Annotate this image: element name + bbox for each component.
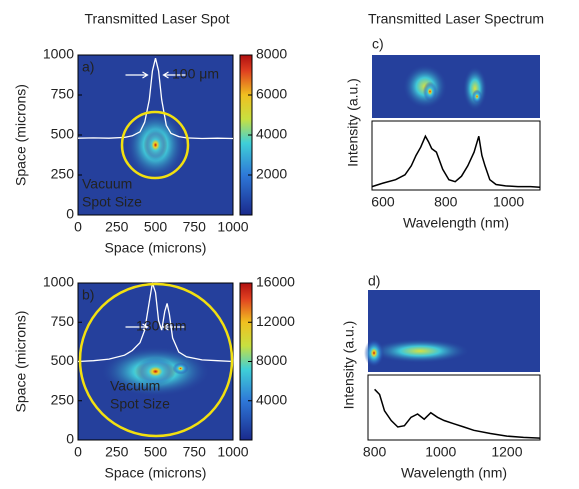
spot-size-label: Vacuum: [82, 176, 132, 192]
colorbar-tick-label: 4000: [256, 391, 287, 407]
spot-size-label: Spot Size: [110, 396, 170, 412]
profile-line: [77, 282, 234, 363]
spectrum-line: [374, 388, 541, 439]
vacuum-spot-circle: [120, 110, 190, 180]
y-tick-label: 0: [66, 431, 74, 447]
colorbar-tick-label: 2000: [256, 166, 287, 182]
x-tick-label: 750: [183, 444, 207, 460]
spectrum-image-spot: [423, 81, 437, 102]
heatmap-spot: [135, 357, 176, 386]
column-title: Transmitted Laser Spot: [85, 11, 230, 27]
x-tick-label: 500: [144, 444, 168, 460]
spectrum-image-spot: [364, 339, 384, 367]
x-tick-label: 1000: [425, 444, 456, 460]
y-tick-label: 500: [51, 126, 75, 142]
x-tick-label: 0: [74, 219, 82, 235]
y-axis-label: Space (microns): [13, 311, 29, 413]
spectrum-image-spot: [370, 339, 470, 363]
panel-label: a): [82, 59, 94, 75]
y-tick-label: 1000: [43, 274, 74, 290]
spot-size-label: Spot Size: [82, 194, 142, 210]
y-tick-label: 250: [51, 391, 75, 407]
plot-frame: [371, 120, 541, 191]
x-tick-label: 250: [105, 219, 129, 235]
width-arrow: [125, 71, 186, 79]
x-tick-label: 500: [144, 219, 168, 235]
width-label: 100 μm: [172, 66, 219, 82]
x-tick-label: 250: [105, 444, 129, 460]
x-axis-label: Space (microns): [105, 465, 207, 481]
colorbar-tick-label: 8000: [256, 46, 287, 62]
colorbar-tick-label: 4000: [256, 126, 287, 142]
colorbar-tick-label: 12000: [256, 313, 295, 329]
heatmap-spot: [143, 129, 168, 161]
y-tick-label: 500: [51, 352, 75, 368]
x-axis-label: Space (microns): [105, 240, 207, 256]
x-tick-label: 0: [74, 444, 82, 460]
x-tick-label: 1200: [491, 444, 522, 460]
colorbar-tick-label: 16000: [256, 274, 295, 290]
panel-label: b): [82, 287, 94, 303]
x-tick-label: 800: [363, 444, 387, 460]
x-tick-label: 1000: [493, 194, 524, 210]
x-axis-label: Wavelength (nm): [403, 215, 509, 231]
spot-size-label: Vacuum: [110, 378, 160, 394]
plot-frame: [367, 374, 541, 441]
x-axis-label: Wavelength (nm): [401, 465, 507, 481]
colorbar-tick-label: 8000: [256, 352, 287, 368]
y-tick-label: 750: [51, 86, 75, 102]
panel-label: c): [372, 36, 384, 52]
y-tick-label: 0: [66, 206, 74, 222]
spectrum-image-spot: [472, 89, 482, 104]
spectrum-image-spot: [463, 66, 487, 111]
width-arrow: [125, 323, 186, 331]
width-label: 130 mm: [136, 318, 187, 334]
y-tick-label: 750: [51, 313, 75, 329]
vacuum-spot-circle: [78, 282, 234, 438]
spectrum-image: [372, 55, 540, 118]
y-axis-label: Intensity (a.u.): [341, 321, 357, 410]
panel-label: d): [368, 273, 380, 289]
y-tick-label: 250: [51, 166, 75, 182]
x-tick-label: 1000: [217, 219, 248, 235]
x-tick-label: 800: [434, 194, 458, 210]
y-tick-label: 1000: [43, 46, 74, 62]
spectrum-line: [371, 134, 541, 188]
x-tick-label: 1000: [217, 444, 248, 460]
y-axis-label: Intensity (a.u.): [345, 78, 361, 167]
column-title: Transmitted Laser Spectrum: [368, 11, 544, 27]
y-axis-label: Space (microns): [13, 84, 29, 186]
colorbar-tick-label: 6000: [256, 86, 287, 102]
x-tick-label: 750: [183, 219, 207, 235]
x-tick-label: 600: [371, 194, 395, 210]
heatmap-spot: [172, 362, 189, 375]
